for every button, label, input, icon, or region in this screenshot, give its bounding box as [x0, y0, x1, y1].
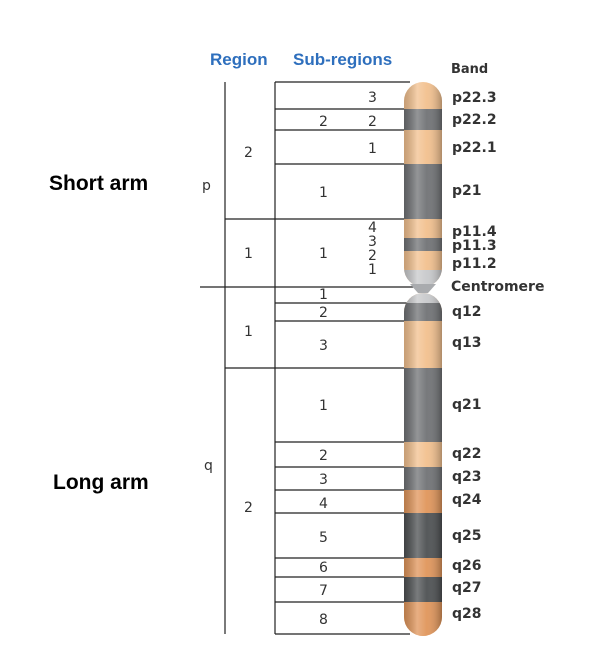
centromere-label: Centromere [451, 279, 544, 295]
sub-region-label: 2 [319, 448, 328, 464]
sub-region-label: 2 [368, 248, 377, 264]
region-label: 1 [244, 324, 253, 340]
band-label: q24 [452, 492, 482, 508]
band-label: p11.3 [452, 238, 497, 254]
sub-region-col-label: 2 [319, 114, 328, 130]
band-label: q25 [452, 528, 482, 544]
band-label: p11.4 [452, 224, 497, 240]
subregions-header: Sub-regions [293, 50, 392, 69]
band-label: p21 [452, 183, 482, 199]
sub-region-label: 3 [319, 472, 328, 488]
band-label: q12 [452, 304, 482, 320]
sub-region-label: 4 [368, 220, 377, 236]
centromere [410, 284, 436, 293]
sub-region-label: 3 [368, 90, 377, 106]
sub-region-label: 1 [368, 262, 377, 278]
band-label: q26 [452, 558, 482, 574]
band-header: Band [451, 62, 488, 77]
band-label: p22.3 [452, 90, 497, 106]
sub-region-label: 7 [319, 583, 328, 599]
band-label: q22 [452, 446, 482, 462]
sub-region-label: 1 [368, 141, 377, 157]
sub-region-label: 2 [319, 305, 328, 321]
band-label: q23 [452, 469, 482, 485]
long-arm-label: Long arm [53, 471, 149, 494]
sub-region-col-label: 1 [319, 185, 328, 201]
sub-region-label: 1 [319, 398, 328, 414]
sub-region-label: 3 [319, 338, 328, 354]
sub-region-label: 4 [319, 496, 328, 512]
sub-region-label: 8 [319, 612, 328, 628]
sub-region-label: 2 [368, 114, 377, 130]
chromosome-p-arm [404, 82, 442, 287]
band-label: q27 [452, 580, 482, 596]
region-label: 2 [244, 145, 253, 161]
band-label: p22.1 [452, 140, 497, 156]
band-label: q21 [452, 397, 482, 413]
short-arm-label: Short arm [49, 172, 148, 195]
sub-region-label: 6 [319, 560, 328, 576]
band-label: q28 [452, 606, 482, 622]
p-arm-letter: p [202, 178, 211, 194]
band-label: q13 [452, 335, 482, 351]
band-label: p11.2 [452, 256, 497, 272]
sub-region-label: 5 [319, 530, 328, 546]
band-label: p22.2 [452, 112, 497, 128]
sub-region-col-label: 1 [319, 246, 328, 262]
sub-region-label: 1 [319, 287, 328, 303]
region-header: Region [210, 50, 268, 69]
grid-lines [200, 81, 420, 635]
chromosome-q-arm [404, 293, 442, 636]
sub-region-label: 3 [368, 234, 377, 250]
region-label: 2 [244, 500, 253, 516]
region-label: 1 [244, 246, 253, 262]
q-arm-letter: q [204, 458, 213, 474]
